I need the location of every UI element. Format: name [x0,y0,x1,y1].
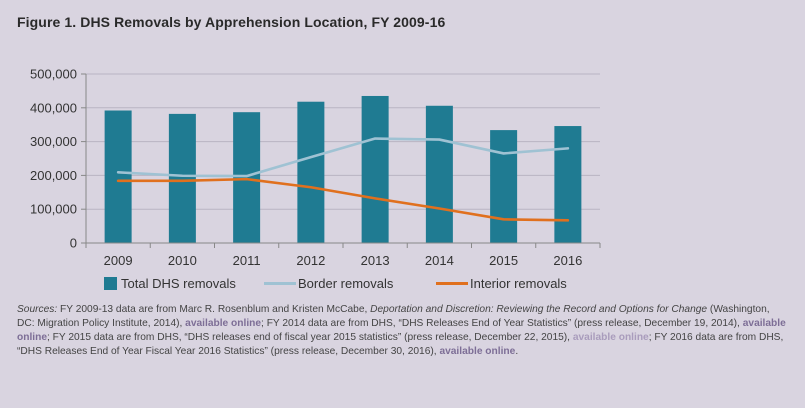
axes [81,73,601,248]
legend-label-border: Border removals [298,276,394,291]
chart: 0 100,000 200,000 300,000 400,000 500,000 200… [30,67,601,291]
line-border-removals [116,137,570,178]
x-axis-labels: 2009 2010 2011 2012 2013 2014 2015 2016 [104,253,583,268]
available-online-link[interactable]: available online [439,346,516,357]
x-tick-label: 2011 [233,253,261,268]
bar-total-removals [554,126,582,243]
y-tick-label: 200,000 [30,168,77,183]
x-tick-label: 2015 [489,253,518,268]
y-tick-label: 500,000 [30,67,77,82]
sources-label: Sources: [17,304,58,315]
bars-total-removals [104,95,582,243]
sources-text: ; FY 2015 data are from DHS, “DHS releas… [47,332,573,343]
y-tick-label: 0 [70,236,77,251]
bar-total-removals [297,101,325,243]
legend-swatch-total [104,277,117,290]
bar-total-removals [425,105,453,243]
y-tick-label: 100,000 [30,202,77,217]
sources-note: Sources: FY 2009-13 data are from Marc R… [17,303,787,359]
gridlines [86,73,600,210]
sources-text: ; FY 2014 data are from DHS, “DHS Releas… [261,318,743,329]
sources-text: ; FY 2016 data are from DHS, “DHS Releas… [17,332,784,357]
bar-total-removals [104,110,132,243]
x-tick-label: 2009 [104,253,133,268]
x-tick-label: 2016 [553,253,582,268]
bar-total-removals [233,112,261,243]
bar-total-removals [168,113,196,243]
bar-total-removals [361,95,389,243]
x-tick-label: 2012 [296,253,325,268]
available-online-link[interactable]: available online [17,318,786,343]
y-tick-label: 400,000 [30,100,77,115]
available-online-link[interactable]: available online [572,332,649,343]
bar-total-removals [490,130,518,243]
available-online-link[interactable]: available online [185,318,262,329]
legend: Total DHS removals Border removals Interio… [104,276,567,291]
x-tick-label: 2013 [361,253,390,268]
series-lines [116,137,570,222]
sources-text: FY 2009-13 data are from Marc R. Rosenbl… [57,304,371,315]
figure-title: Figure 1. DHS Removals by Apprehension L… [17,14,446,30]
sources-book-title: Deportation and Discretion: Reviewing th… [370,304,708,315]
x-tick-label: 2014 [425,253,454,268]
legend-label-total: Total DHS removals [121,276,236,291]
sources-text: . [515,346,519,357]
sources-text: (Washington, DC: Migration Policy Instit… [17,304,770,329]
line-interior-removals [116,177,570,222]
x-tick-label: 2010 [168,253,197,268]
y-tick-label: 300,000 [30,134,77,149]
legend-label-interior: Interior removals [470,276,567,291]
y-axis-labels: 0 100,000 200,000 300,000 400,000 500,000 [30,67,77,251]
